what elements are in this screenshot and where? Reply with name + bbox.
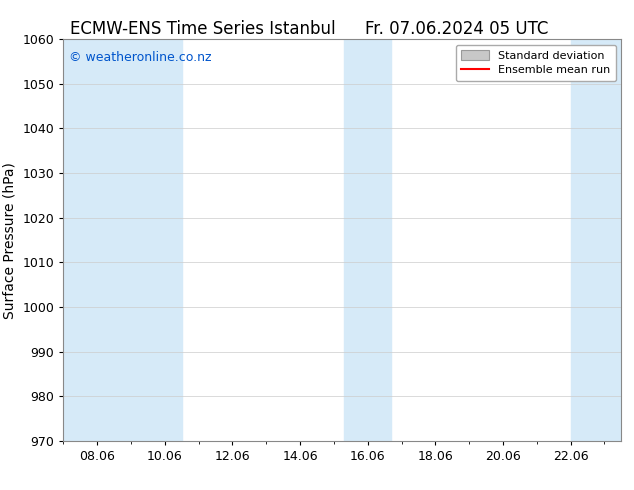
Text: ECMW-ENS Time Series Istanbul: ECMW-ENS Time Series Istanbul (70, 20, 335, 38)
Y-axis label: Surface Pressure (hPa): Surface Pressure (hPa) (3, 162, 17, 318)
Text: © weatheronline.co.nz: © weatheronline.co.nz (69, 51, 212, 64)
Bar (63, 39, 182, 441)
Text: Fr. 07.06.2024 05 UTC: Fr. 07.06.2024 05 UTC (365, 20, 548, 38)
Bar (571, 39, 621, 441)
Bar (344, 39, 391, 441)
Legend: Standard deviation, Ensemble mean run: Standard deviation, Ensemble mean run (456, 45, 616, 81)
